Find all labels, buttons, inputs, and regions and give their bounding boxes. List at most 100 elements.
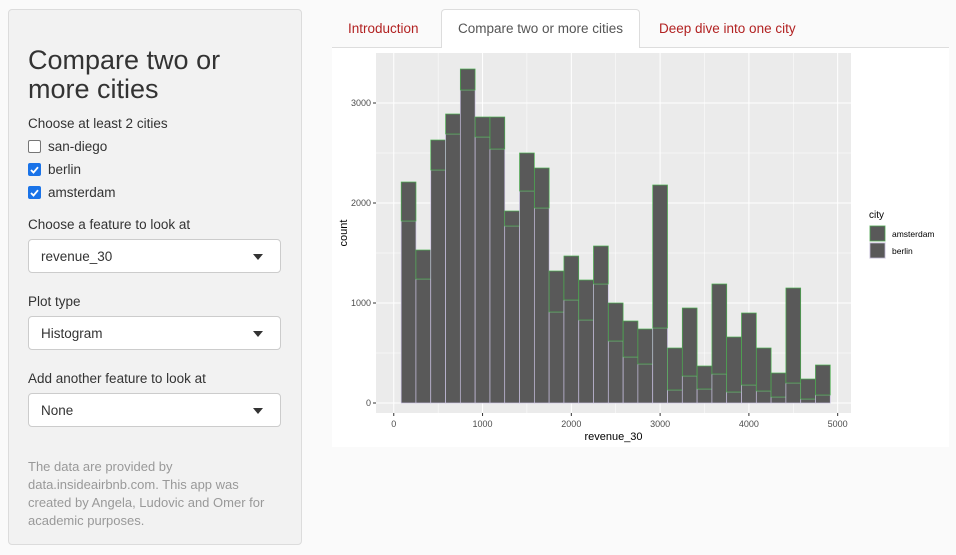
feature-label: Choose a feature to look at [28, 217, 191, 232]
plot-type-select-value: Histogram [41, 325, 103, 341]
checkbox[interactable] [28, 140, 41, 153]
histogram-bar-amsterdam [741, 312, 757, 386]
city-option-label: san-diego [48, 139, 108, 154]
histogram-bar-berlin [800, 398, 816, 404]
another-feature-select[interactable]: None [28, 393, 281, 427]
histogram-bar-amsterdam [459, 68, 476, 91]
histogram-bar-berlin [741, 384, 757, 404]
histogram-bar-amsterdam [474, 116, 491, 138]
histogram-bar-amsterdam [400, 181, 417, 222]
histogram-bar-berlin [593, 283, 609, 404]
histogram-bar-berlin [785, 382, 802, 404]
y-tick-label: 1000 [351, 298, 371, 308]
histogram-bar-berlin [534, 207, 550, 404]
legend-label: berlin [892, 246, 913, 256]
histogram-bar-amsterdam [445, 113, 461, 135]
histogram-bar-berlin [667, 389, 683, 404]
x-tick-label: 3000 [650, 419, 670, 429]
y-axis-title: count [338, 220, 350, 247]
histogram-bar-amsterdam [622, 320, 639, 358]
histogram-bar-amsterdam [519, 152, 535, 192]
histogram-bar-berlin [622, 356, 639, 404]
feature-select-value: revenue_30 [41, 248, 113, 264]
tab-bar: Introduction Compare two or more cities … [332, 9, 949, 49]
legend-label: amsterdam [892, 229, 935, 239]
histogram-bar-berlin [474, 136, 491, 404]
histogram-bar-berlin [607, 340, 624, 404]
histogram-bar-berlin [563, 299, 580, 404]
histogram-bar-berlin [519, 190, 535, 404]
histogram-bar-berlin [637, 363, 654, 404]
chevron-down-icon [253, 408, 263, 414]
histogram-bar-amsterdam [726, 336, 742, 393]
histogram-bar-berlin [504, 225, 520, 404]
x-tick-label: 2000 [561, 419, 581, 429]
city-option-san-diego[interactable]: san-diego [28, 139, 282, 154]
city-checkbox-group: san-diego berlin amsterdam [28, 139, 282, 200]
histogram-bar-amsterdam [563, 255, 580, 301]
histogram-bar-berlin [711, 373, 728, 404]
histogram-bar-amsterdam [430, 139, 446, 171]
histogram-bar-amsterdam [534, 167, 550, 209]
histogram-bar-berlin [430, 169, 446, 404]
histogram-bar-amsterdam [800, 378, 816, 400]
sidebar-panel: Compare two or more cities Choose at lea… [8, 9, 302, 545]
y-tick-label: 2000 [351, 198, 371, 208]
histogram-bar-berlin [755, 390, 772, 404]
checkbox[interactable] [28, 186, 41, 199]
x-tick-label: 0 [391, 419, 396, 429]
x-tick-label: 4000 [739, 419, 759, 429]
histogram-chart: 0 1000 2000 3000 4000 5000 0 1000 2000 3000 revenu… [338, 53, 935, 443]
legend-swatch-berlin [869, 242, 886, 259]
city-option-label: berlin [48, 162, 82, 177]
y-tick-label: 3000 [351, 98, 371, 108]
histogram-bar-berlin [696, 388, 713, 404]
checkbox[interactable] [28, 163, 41, 176]
histogram-bar-amsterdam [785, 287, 802, 384]
tab-compare-cities[interactable]: Compare two or more cities [441, 9, 641, 49]
city-option-berlin[interactable]: berlin [28, 162, 282, 177]
histogram-bar-amsterdam [578, 279, 594, 321]
legend-swatch-amsterdam [869, 225, 886, 242]
histogram-bar-berlin [770, 396, 787, 404]
histogram-bar-amsterdam [593, 245, 609, 285]
histogram-bar-amsterdam [815, 364, 831, 396]
histogram-bar-amsterdam [607, 302, 624, 342]
histogram-bar-amsterdam [755, 347, 772, 392]
histogram-bar-berlin [489, 148, 506, 404]
another-feature-label: Add another feature to look at [28, 371, 206, 386]
chevron-down-icon [253, 331, 263, 337]
x-tick-label: 1000 [473, 419, 493, 429]
chevron-down-icon [253, 254, 263, 260]
histogram-bar-berlin [548, 311, 565, 404]
histogram-bar-amsterdam [548, 270, 565, 313]
feature-select[interactable]: revenue_30 [28, 239, 281, 273]
histogram-bar-amsterdam [681, 307, 698, 377]
histogram-plot: 0 1000 2000 3000 4000 5000 0 1000 2000 3000 revenu… [332, 48, 949, 447]
city-option-amsterdam[interactable]: amsterdam [28, 185, 282, 200]
histogram-bar-amsterdam [696, 365, 713, 390]
another-feature-select-value: None [41, 402, 74, 418]
city-option-label: amsterdam [48, 185, 116, 200]
tab-introduction[interactable]: Introduction [348, 21, 419, 36]
histogram-bar-amsterdam [652, 184, 668, 329]
y-tick-label: 0 [366, 398, 371, 408]
plot-type-label: Plot type [28, 294, 81, 309]
legend-title: city [869, 210, 884, 221]
page-title: Compare two or more cities [28, 45, 221, 104]
plot-type-select[interactable]: Histogram [28, 316, 281, 350]
histogram-bar-berlin [815, 394, 831, 404]
histogram-bar-amsterdam [667, 347, 683, 391]
histogram-bar-berlin [445, 133, 461, 404]
histogram-bar-amsterdam [637, 328, 654, 365]
tab-deep-dive[interactable]: Deep dive into one city [659, 21, 796, 36]
histogram-bar-berlin [415, 278, 432, 404]
x-tick-label: 5000 [828, 419, 848, 429]
histogram-bar-berlin [459, 89, 476, 404]
cities-label: Choose at least 2 cities [28, 116, 168, 131]
histogram-bar-amsterdam [711, 283, 728, 375]
histogram-bar-berlin [578, 319, 594, 404]
histogram-bar-amsterdam [504, 210, 520, 227]
histogram-bar-amsterdam [770, 372, 787, 398]
histogram-bar-amsterdam [415, 249, 432, 280]
